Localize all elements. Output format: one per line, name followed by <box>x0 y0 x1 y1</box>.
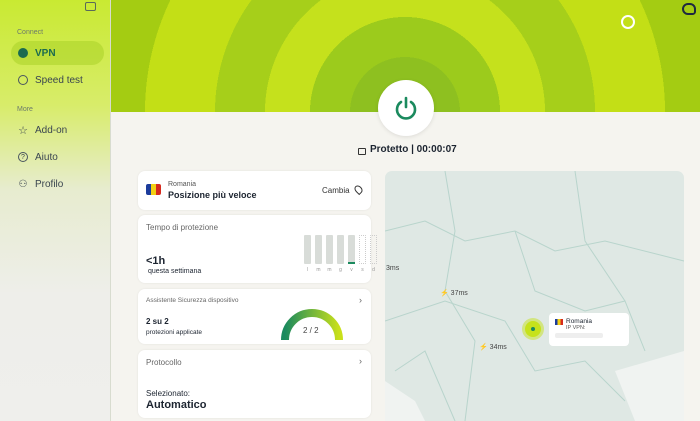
power-button[interactable] <box>378 80 434 136</box>
connection-status: Protetto | 00:00:07 <box>358 144 457 155</box>
protection-title: Tempo di protezione <box>146 223 219 232</box>
day-label: s <box>361 267 364 273</box>
location-label: Posizione più veloce <box>168 190 257 200</box>
map-borders <box>385 171 684 421</box>
protection-sub: questa settimana <box>148 268 202 275</box>
location-pin-icon <box>352 183 365 196</box>
day-bar: m <box>315 235 322 273</box>
protocol-card[interactable]: Protocollo › Selezionato: Automatico <box>138 350 371 418</box>
change-location-button[interactable]: Cambia <box>322 186 350 195</box>
lock-icon <box>358 147 366 155</box>
security-card[interactable]: Assistente Sicurezza dispositivo › 2 su … <box>138 289 371 344</box>
romania-flag-icon <box>146 184 161 195</box>
day-bar: m <box>326 235 333 273</box>
day-bar: s <box>359 235 366 273</box>
connected-location-marker[interactable] <box>525 321 541 337</box>
security-sub: protezioni applicate <box>146 329 203 336</box>
status-indicator <box>621 15 635 29</box>
server-pin-label[interactable]: 34ms <box>489 344 507 351</box>
protocol-title: Protocollo <box>146 358 182 367</box>
section-more: More <box>17 106 33 113</box>
sidebar-item-label: Add-on <box>35 124 68 136</box>
protocol-selected-label: Selezionato: <box>146 389 191 398</box>
server-pin-label[interactable]: 3ms <box>386 265 400 272</box>
day-label: l <box>306 267 309 273</box>
security-title: Assistente Sicurezza dispositivo <box>146 297 239 304</box>
popup-country: Romania <box>566 318 593 325</box>
gauge-label: 2 / 2 <box>303 326 319 335</box>
sidebar-item-profilo[interactable]: ⚇ Profilo <box>11 172 104 196</box>
day-bar: v <box>348 235 355 273</box>
hero-banner <box>0 0 700 112</box>
sidebar-item-add-on[interactable]: ☆ Add-on <box>11 118 104 142</box>
sidebar-toggle-icon[interactable] <box>85 2 96 11</box>
sidebar-item-label: Profilo <box>35 178 64 190</box>
day-label: v <box>350 267 353 273</box>
day-bar: g <box>337 235 344 273</box>
location-popup: Romania IP VPN: <box>549 313 629 346</box>
day-bar: l <box>304 235 311 273</box>
bolt-icon: ⚡ <box>479 344 488 351</box>
power-icon <box>395 96 417 120</box>
sidebar-item-label: Aiuto <box>35 151 58 163</box>
protocol-selected: Automatico <box>146 399 207 411</box>
security-gauge <box>281 309 343 341</box>
speedometer-icon <box>18 75 28 85</box>
section-connect: Connect <box>17 29 44 36</box>
map[interactable]: 3ms ⚡ 37ms ⚡ 34ms Romania IP VPN: <box>385 171 684 421</box>
protection-value: <1h <box>146 255 166 267</box>
status-text: Protetto | 00:00:07 <box>370 144 457 155</box>
chevron-right-icon: › <box>359 295 362 305</box>
chevron-right-icon: › <box>359 356 362 366</box>
romania-flag-icon <box>555 318 563 325</box>
help-icon: ? <box>18 152 28 162</box>
sidebar-item-aiuto[interactable]: ? Aiuto <box>11 145 104 169</box>
vpn-icon <box>18 48 28 58</box>
bolt-icon: ⚡ <box>440 290 449 297</box>
server-pin-label[interactable]: 37ms <box>450 290 468 297</box>
protection-time-card: Tempo di protezione <1h questa settimana… <box>138 215 377 283</box>
popup-ip-label: IP VPN: <box>566 325 586 331</box>
location-country: Romania <box>168 181 197 188</box>
sidebar-item-label: Speed test <box>35 74 83 86</box>
sidebar: Connect VPN Speed test More ☆ Add-on ? Aiu… <box>0 0 111 421</box>
sidebar-item-vpn[interactable]: VPN <box>11 41 104 65</box>
security-value: 2 su 2 <box>146 317 169 326</box>
sidebar-item-speed-test[interactable]: Speed test <box>11 68 104 92</box>
sidebar-item-label: VPN <box>35 47 56 59</box>
day-label: m <box>327 267 332 273</box>
location-card[interactable]: Romania Posizione più veloce Cambia <box>138 171 371 210</box>
day-label: m <box>316 267 321 273</box>
day-label: g <box>339 267 342 273</box>
theme-palette-icon[interactable] <box>682 3 696 15</box>
star-icon: ☆ <box>18 124 28 137</box>
day-bar: d <box>370 235 377 273</box>
day-label: d <box>372 267 375 273</box>
user-icon: ⚇ <box>18 178 28 190</box>
